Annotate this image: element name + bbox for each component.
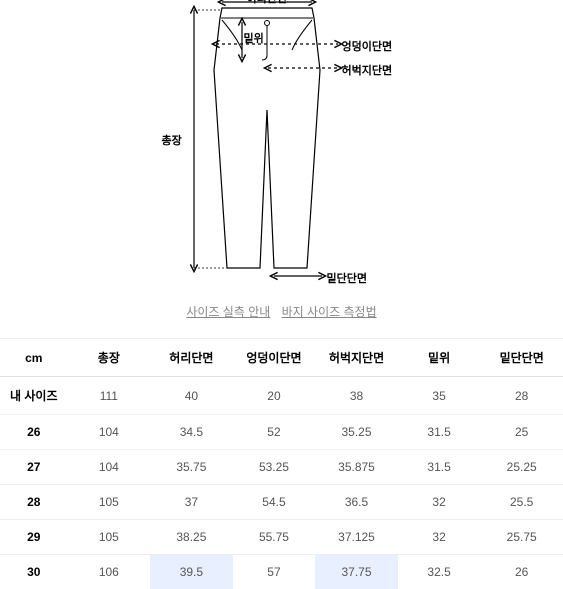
cell: 25.5: [480, 485, 563, 520]
cell: 35.875: [315, 450, 398, 485]
cell: 32: [398, 485, 481, 520]
col-length: 총장: [68, 339, 151, 377]
col-hem: 밑단단면: [480, 339, 563, 377]
cell: 105: [68, 520, 151, 555]
cell: 37.75: [315, 555, 398, 589]
cell: 54.5: [233, 485, 316, 520]
cell: 35: [398, 377, 481, 415]
cell: 20: [233, 377, 316, 415]
size-table-header: cm 총장 허리단면 엉덩이단면 허벅지단면 밑위 밑단단면: [0, 339, 563, 377]
cell: 104: [68, 450, 151, 485]
cell: 52: [233, 415, 316, 450]
cell: 53.25: [233, 450, 316, 485]
col-hip: 엉덩이단면: [233, 339, 316, 377]
cell: 37.125: [315, 520, 398, 555]
table-row: 3010639.55737.7532.526: [0, 555, 563, 589]
cell: 36.5: [315, 485, 398, 520]
row-label: 29: [0, 520, 68, 555]
table-row: 내 사이즈1114020383528: [0, 377, 563, 415]
cell: 31.5: [398, 415, 481, 450]
cell: 40: [150, 377, 233, 415]
cell: 25.25: [480, 450, 563, 485]
table-row: 2610434.55235.2531.525: [0, 415, 563, 450]
col-thigh: 허벅지단면: [315, 339, 398, 377]
label-length: 총장: [162, 132, 182, 148]
cell: 57: [233, 555, 316, 589]
size-table: cm 총장 허리단면 엉덩이단면 허벅지단면 밑위 밑단단면 내 사이즈1114…: [0, 338, 563, 589]
cell: 111: [68, 377, 151, 415]
col-unit: cm: [0, 339, 68, 377]
cell: 38.25: [150, 520, 233, 555]
row-label: 26: [0, 415, 68, 450]
label-waist: 허리단면: [247, 0, 287, 6]
cell: 39.5: [150, 555, 233, 589]
row-label: 27: [0, 450, 68, 485]
size-links: 사이즈 실측 안내 바지 사이즈 측정법: [0, 303, 563, 320]
table-row: 2710435.7553.2535.87531.525.25: [0, 450, 563, 485]
cell: 25: [480, 415, 563, 450]
cell: 38: [315, 377, 398, 415]
cell: 35.75: [150, 450, 233, 485]
cell: 105: [68, 485, 151, 520]
cell: 28: [480, 377, 563, 415]
row-label: 30: [0, 555, 68, 589]
cell: 106: [68, 555, 151, 589]
cell: 31.5: [398, 450, 481, 485]
cell: 55.75: [233, 520, 316, 555]
diagram-container: 허리단면 밑위 엉덩이단면 허벅지단면 총장 밑단단면: [0, 0, 563, 295]
cell: 35.25: [315, 415, 398, 450]
link-size-guide[interactable]: 사이즈 실측 안내: [186, 305, 270, 319]
table-row: 281053754.536.53225.5: [0, 485, 563, 520]
table-row: 2910538.2555.7537.1253225.75: [0, 520, 563, 555]
cell: 34.5: [150, 415, 233, 450]
size-table-body: 내 사이즈11140203835282610434.55235.2531.525…: [0, 377, 563, 589]
label-hem: 밑단단면: [327, 270, 367, 286]
cell: 32: [398, 520, 481, 555]
link-measure-method[interactable]: 바지 사이즈 측정법: [282, 305, 377, 319]
row-label: 내 사이즈: [0, 377, 68, 415]
cell: 25.75: [480, 520, 563, 555]
cell: 32.5: [398, 555, 481, 589]
label-hip: 엉덩이단면: [342, 38, 393, 54]
label-rise: 밑위: [244, 30, 264, 46]
cell: 104: [68, 415, 151, 450]
pants-diagram: 허리단면 밑위 엉덩이단면 허벅지단면 총장 밑단단면: [142, 0, 422, 295]
label-thigh: 허벅지단면: [342, 62, 393, 78]
cell: 26: [480, 555, 563, 589]
col-waist: 허리단면: [150, 339, 233, 377]
row-label: 28: [0, 485, 68, 520]
cell: 37: [150, 485, 233, 520]
col-rise: 밑위: [398, 339, 481, 377]
